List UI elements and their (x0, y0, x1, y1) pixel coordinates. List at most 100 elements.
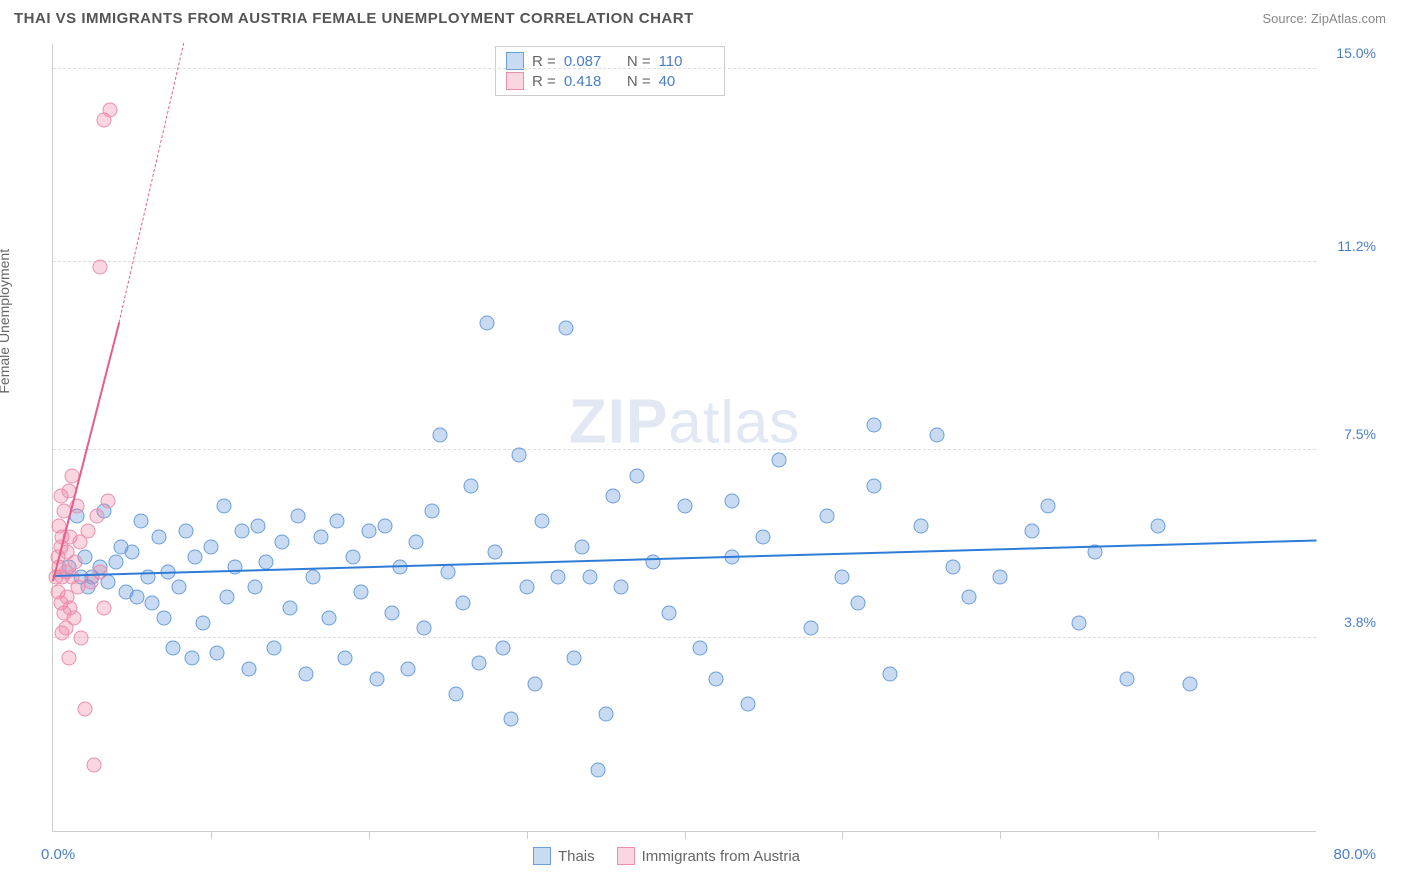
data-point (740, 697, 755, 712)
data-point (306, 570, 321, 585)
data-point (756, 529, 771, 544)
x-tick (527, 831, 528, 839)
data-point (134, 514, 149, 529)
data-point (993, 570, 1008, 585)
data-point (866, 417, 881, 432)
data-point (74, 631, 89, 646)
data-point (90, 509, 105, 524)
data-point (322, 610, 337, 625)
chart-header: THAI VS IMMIGRANTS FROM AUSTRIA FEMALE U… (0, 0, 1406, 33)
data-point (345, 549, 360, 564)
gridline (53, 637, 1316, 638)
n-value-thais: 110 (659, 53, 714, 70)
data-point (165, 641, 180, 656)
data-point (151, 529, 166, 544)
data-point (803, 620, 818, 635)
data-point (1040, 499, 1055, 514)
data-point (267, 641, 282, 656)
data-point (614, 580, 629, 595)
data-point (835, 570, 850, 585)
data-point (432, 427, 447, 442)
data-point (772, 453, 787, 468)
data-point (472, 656, 487, 671)
legend-label-austria: Immigrants from Austria (642, 848, 800, 865)
data-point (645, 554, 660, 569)
data-point (1151, 519, 1166, 534)
x-tick (211, 831, 212, 839)
data-point (590, 763, 605, 778)
data-point (724, 493, 739, 508)
plot-area: ZIPatlas R = 0.087 N = 110 R = 0.418 N =… (52, 44, 1316, 832)
data-point (503, 712, 518, 727)
data-point (290, 509, 305, 524)
data-point (129, 590, 144, 605)
data-point (693, 641, 708, 656)
data-point (96, 600, 111, 615)
legend-label-thais: Thais (558, 848, 595, 865)
r-value-thais: 0.087 (564, 53, 619, 70)
data-point (1182, 676, 1197, 691)
swatch-austria (617, 847, 635, 865)
swatch-thais (506, 52, 524, 70)
data-point (216, 499, 231, 514)
chart-title: THAI VS IMMIGRANTS FROM AUSTRIA FEMALE U… (14, 10, 694, 27)
gridline (53, 261, 1316, 262)
data-point (598, 707, 613, 722)
data-point (298, 666, 313, 681)
data-point (66, 610, 81, 625)
data-point (77, 702, 92, 717)
data-point (210, 646, 225, 661)
data-point (184, 651, 199, 666)
watermark-bold: ZIP (569, 387, 668, 456)
data-point (495, 641, 510, 656)
series-legend: Thais Immigrants from Austria (533, 847, 800, 865)
data-point (227, 559, 242, 574)
legend-row-austria: R = 0.418 N = 40 (506, 71, 714, 91)
data-point (440, 565, 455, 580)
data-point (314, 529, 329, 544)
data-point (409, 534, 424, 549)
x-axis-min-label: 0.0% (41, 846, 75, 863)
data-point (480, 316, 495, 331)
gridline (53, 68, 1316, 69)
data-point (68, 554, 83, 569)
data-point (709, 671, 724, 686)
data-point (519, 580, 534, 595)
x-tick (685, 831, 686, 839)
x-tick (842, 831, 843, 839)
data-point (377, 519, 392, 534)
data-point (338, 651, 353, 666)
data-point (101, 493, 116, 508)
data-point (559, 321, 574, 336)
n-value-austria: 40 (659, 73, 714, 90)
data-point (61, 651, 76, 666)
data-point (930, 427, 945, 442)
data-point (330, 514, 345, 529)
data-point (866, 478, 881, 493)
x-axis-max-label: 80.0% (1333, 846, 1376, 863)
data-point (606, 488, 621, 503)
swatch-austria (506, 72, 524, 90)
data-point (527, 676, 542, 691)
data-point (961, 590, 976, 605)
trend-line-extrapolated (119, 43, 185, 322)
data-point (195, 615, 210, 630)
r-label: R = (532, 53, 556, 70)
data-point (93, 260, 108, 275)
data-point (241, 661, 256, 676)
data-point (178, 524, 193, 539)
data-point (385, 605, 400, 620)
y-tick-label: 11.2% (1337, 238, 1376, 254)
data-point (630, 468, 645, 483)
swatch-thais (533, 847, 551, 865)
data-point (819, 509, 834, 524)
data-point (219, 590, 234, 605)
data-point (93, 565, 108, 580)
data-point (259, 554, 274, 569)
chart-container: Female Unemployment ZIPatlas R = 0.087 N… (14, 44, 1386, 872)
data-point (535, 514, 550, 529)
data-point (401, 661, 416, 676)
data-point (582, 570, 597, 585)
y-tick-label: 15.0% (1336, 45, 1376, 61)
x-tick (1158, 831, 1159, 839)
